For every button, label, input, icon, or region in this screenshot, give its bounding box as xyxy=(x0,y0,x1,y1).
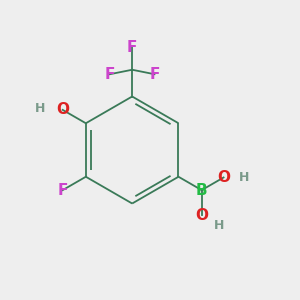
Text: H: H xyxy=(214,219,224,232)
Text: O: O xyxy=(56,102,69,117)
Text: F: F xyxy=(149,67,160,82)
Text: O: O xyxy=(217,170,230,185)
Text: H: H xyxy=(34,102,45,115)
Text: F: F xyxy=(127,40,137,55)
Text: O: O xyxy=(195,208,208,223)
Text: F: F xyxy=(105,67,115,82)
Text: F: F xyxy=(58,183,68,198)
Text: H: H xyxy=(238,171,249,184)
Text: B: B xyxy=(196,183,208,198)
